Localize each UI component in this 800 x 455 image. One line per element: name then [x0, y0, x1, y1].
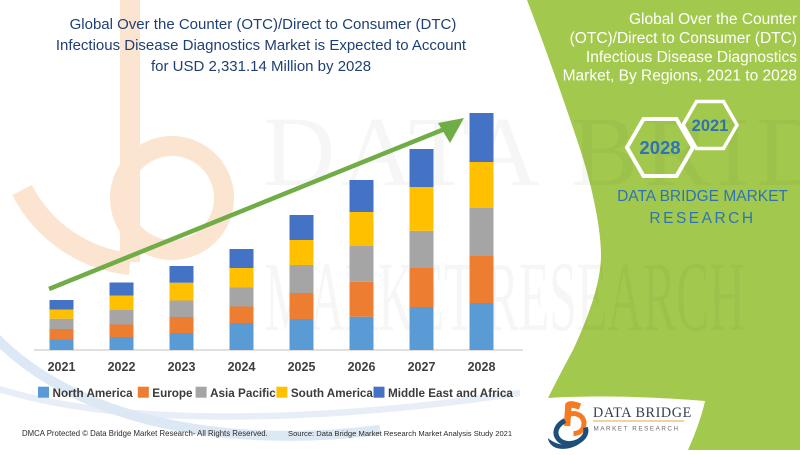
svg-text:Source: Data Bridge Market Res: Source: Data Bridge Market Research Mark…: [288, 429, 512, 438]
svg-text:2027: 2027: [408, 360, 436, 374]
svg-text:Middle East and Africa: Middle East and Africa: [388, 387, 513, 400]
svg-text:Infectious Disease Diagnostics: Infectious Disease Diagnostics Market is…: [56, 37, 467, 54]
svg-text:2024: 2024: [228, 360, 256, 374]
svg-text:MARKET RESEARCH: MARKET RESEARCH: [594, 426, 680, 433]
svg-text:South America: South America: [291, 387, 374, 400]
svg-text:for USD 2,331.14 Million by 20: for USD 2,331.14 Million by 2028: [151, 58, 371, 75]
svg-text:DATA BRIDGE: DATA BRIDGE: [593, 405, 692, 421]
svg-text:(OTC)/Direct to Consumer (DTC): (OTC)/Direct to Consumer (DTC): [570, 30, 797, 47]
svg-text:MARKET RESEARCH: MARKET RESEARCH: [265, 241, 745, 352]
svg-text:2023: 2023: [168, 360, 196, 374]
svg-text:Asia Pacific: Asia Pacific: [210, 387, 276, 400]
svg-text:DATA BRIDGE MARKET: DATA BRIDGE MARKET: [617, 188, 788, 205]
svg-text:North America: North America: [53, 387, 134, 400]
svg-text:2021: 2021: [692, 117, 729, 135]
svg-text:Europe: Europe: [152, 387, 193, 400]
svg-text:Global Over the Counter: Global Over the Counter: [629, 11, 797, 28]
svg-text:2028: 2028: [639, 137, 680, 158]
svg-text:RESEARCH: RESEARCH: [649, 210, 755, 227]
svg-text:2025: 2025: [288, 360, 316, 374]
svg-text:2028: 2028: [468, 360, 496, 374]
svg-text:2021: 2021: [48, 360, 76, 374]
svg-text:Market, By Regions, 2021 to 20: Market, By Regions, 2021 to 2028: [563, 68, 797, 85]
svg-text:DMCA Protected © Data Bridge M: DMCA Protected © Data Bridge Market Rese…: [22, 429, 268, 438]
svg-text:Global Over the Counter (OTC)/: Global Over the Counter (OTC)/Direct to …: [70, 16, 457, 33]
svg-text:Infectious Disease Diagnostics: Infectious Disease Diagnostics: [586, 49, 797, 66]
svg-text:2022: 2022: [108, 360, 136, 374]
svg-text:2026: 2026: [348, 360, 376, 374]
